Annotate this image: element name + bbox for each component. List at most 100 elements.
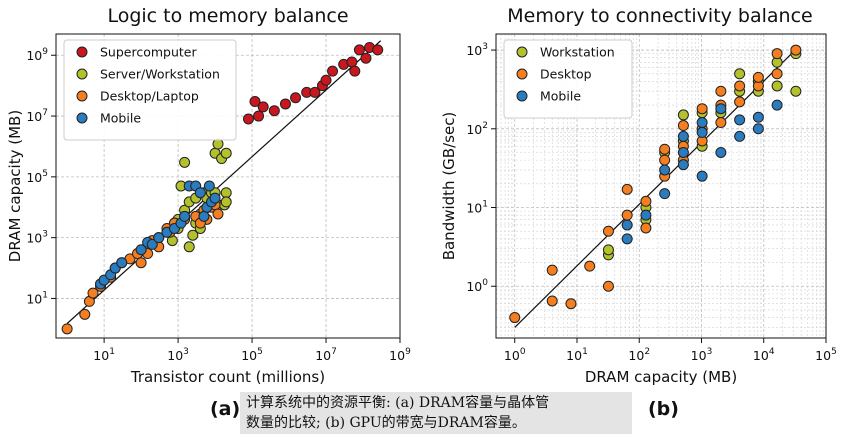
plot-frame: [55, 33, 401, 339]
data-point: [734, 80, 746, 92]
data-point: [179, 210, 191, 222]
data-point: [249, 96, 261, 108]
y-tick-label: 100: [466, 278, 488, 294]
data-point: [659, 154, 671, 166]
data-point: [194, 187, 206, 199]
data-point: [715, 85, 727, 97]
y-tick-label: 103: [466, 42, 488, 58]
caption-line-1: 计算系统中的资源平衡: (a) DRAM容量与晶体管: [246, 395, 550, 411]
data-point: [87, 287, 99, 299]
legend-box: [63, 39, 237, 141]
x-tick-label: 101: [566, 347, 588, 363]
y-tick-label: 103: [26, 230, 48, 246]
x-tick-label: 105: [241, 347, 263, 363]
series-supercomputer: [242, 41, 384, 125]
data-point: [715, 117, 727, 129]
legend-marker: [76, 90, 88, 102]
data-point: [546, 295, 558, 307]
data-point: [290, 92, 302, 104]
data-point: [187, 229, 199, 241]
x-axis-label: Transistor count (millions): [130, 368, 325, 386]
data-point: [734, 130, 746, 142]
data-point: [565, 298, 577, 310]
data-point: [220, 196, 232, 208]
panel-a-label: (a): [210, 398, 241, 420]
data-point: [179, 156, 191, 168]
data-point: [771, 68, 783, 80]
data-point: [677, 130, 689, 142]
legend-label: Server/Workstation: [100, 67, 220, 82]
data-point: [135, 257, 147, 269]
legend-marker: [516, 46, 528, 58]
data-point: [715, 103, 727, 115]
data-point: [602, 280, 614, 292]
y-tick-label: 102: [466, 121, 488, 137]
data-point: [349, 65, 361, 77]
data-point: [79, 308, 91, 320]
x-tick-label: 104: [753, 347, 775, 363]
trend-line: [66, 40, 382, 324]
x-tick-label: 102: [628, 347, 650, 363]
data-point: [372, 44, 384, 56]
data-point: [584, 260, 596, 272]
data-point: [696, 103, 708, 115]
chart-panel-b: 100 101 102 103 104 105 100 101 102 103 Memory to …: [440, 5, 837, 386]
data-point: [771, 99, 783, 111]
x-tick-label: 103: [691, 347, 713, 363]
data-point: [677, 146, 689, 158]
legend-label: Desktop: [540, 67, 592, 82]
series-mobile: [621, 99, 783, 245]
legend-marker: [76, 68, 88, 80]
data-point: [621, 219, 633, 231]
x-tick-label: 100: [504, 347, 526, 363]
legend-marker: [516, 68, 528, 80]
data-point: [353, 44, 365, 56]
data-point: [509, 312, 521, 324]
data-point: [220, 147, 232, 159]
y-axis-label: DRAM capacity (MB): [6, 110, 24, 262]
caption-line-2: 数量的比较; (b) GPU的带宽与DRAM容量。: [246, 415, 526, 431]
data-point: [696, 170, 708, 182]
data-point: [734, 68, 746, 80]
legend-label: Supercomputer: [100, 45, 197, 60]
data-point: [621, 209, 633, 221]
data-point: [659, 143, 671, 155]
legend-label: Desktop/Laptop: [100, 89, 199, 104]
data-point: [621, 183, 633, 195]
data-point: [268, 105, 280, 117]
x-tick-label: 103: [167, 347, 189, 363]
data-point: [61, 323, 73, 335]
data-point: [253, 110, 265, 122]
data-point: [198, 210, 210, 222]
data-point: [220, 187, 232, 199]
y-tick-label: 105: [26, 169, 48, 185]
data-point: [279, 98, 291, 110]
figure-caption: 计算系统中的资源平衡: (a) DRAM容量与晶体管 数量的比较; (b) GP…: [240, 392, 632, 434]
data-point: [696, 117, 708, 129]
data-point: [677, 159, 689, 171]
panel-b-label: (b): [648, 398, 679, 420]
legend-marker: [76, 46, 88, 58]
data-point: [752, 111, 764, 123]
data-point: [771, 48, 783, 60]
legend-label: Mobile: [540, 89, 581, 104]
data-point: [677, 109, 689, 121]
legend-marker: [76, 112, 88, 124]
data-point: [212, 208, 224, 220]
data-point: [640, 222, 652, 234]
legend-marker: [516, 90, 528, 102]
legend: Supercomputer Server/Workstation Desktop/L…: [63, 39, 237, 141]
data-point: [677, 120, 689, 132]
data-point: [209, 192, 221, 204]
chart-title: Memory to connectivity balance: [507, 5, 813, 27]
x-tick-label: 109: [389, 347, 411, 363]
data-point: [153, 232, 165, 244]
y-tick-label: 107: [26, 108, 48, 124]
data-point: [183, 241, 195, 253]
x-axis-label: DRAM capacity (MB): [585, 368, 737, 386]
legend: Workstation Desktop Mobile: [503, 39, 633, 119]
data-point: [752, 71, 764, 83]
data-point: [715, 146, 727, 158]
legend-box: [503, 39, 633, 119]
